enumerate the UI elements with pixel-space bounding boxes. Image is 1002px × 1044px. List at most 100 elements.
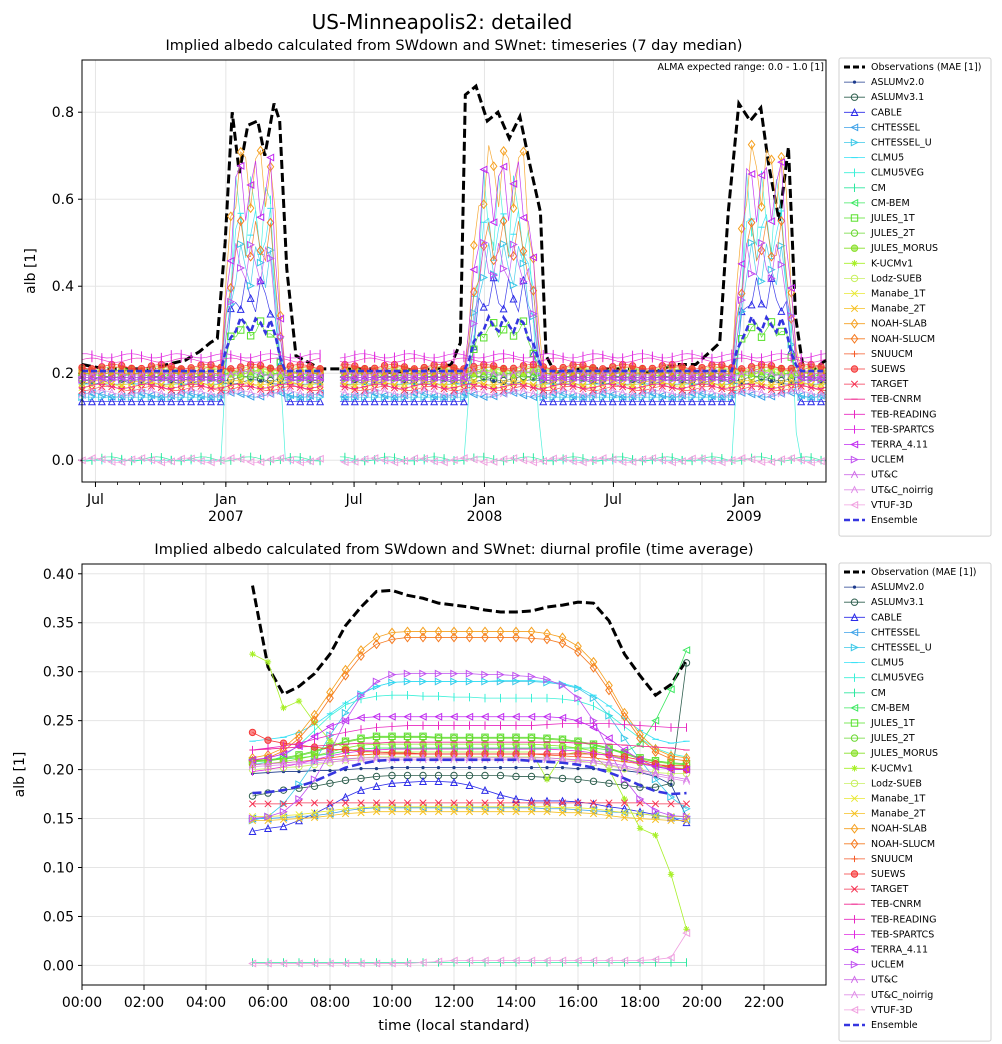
dp-point-uclem (512, 671, 521, 680)
ts-point-ut-c (490, 369, 498, 378)
dp-point-noah-slab (465, 626, 474, 637)
ts-point-terra-4-11 (137, 373, 146, 382)
ts-point-terra-4-11 (380, 373, 389, 382)
dp-point-aslumv2-0 (545, 766, 549, 770)
dp-point-uclem (403, 669, 412, 678)
ts-point-uclem (688, 375, 697, 384)
ts-point-chtessel-u (98, 393, 107, 402)
ts-legend-marker-uclem (850, 455, 859, 464)
ts-point-noah-slab (390, 366, 399, 377)
ts-point-ut-c-noirrig (400, 390, 409, 399)
ts-point-chtessel-u (777, 241, 786, 250)
ts-point-aslumv2-0 (769, 379, 774, 383)
ts-point-ut-c-noirrig (618, 388, 627, 397)
dp-point-aslumv3-1 (605, 779, 613, 788)
ts-point-suews (589, 364, 597, 372)
ts-point-vtuf-3d (97, 455, 106, 464)
dp-point-ut-c (527, 753, 536, 762)
ts-point-terra-4-11 (117, 373, 126, 382)
dp-point-ut-c-noirrig (620, 763, 629, 772)
dp-point-uclem (372, 677, 381, 686)
ts-point-ut-c-noirrig (420, 386, 428, 395)
ts-legend-label-aslumv3-1: ASLUMv3.1 (871, 92, 924, 103)
ts-point-vtuf-3d (246, 457, 255, 466)
dp-ytick-label: 0.15 (43, 812, 74, 828)
ts-point-uclem (678, 375, 687, 384)
ts-point-ut-c-noirrig (147, 386, 156, 395)
ts-point-vtuf-3d (667, 458, 676, 467)
dp-point-cable (511, 794, 521, 803)
ts-legend-label-ensemble: Ensemble (871, 515, 918, 526)
ts-point-jules-1t (480, 334, 488, 342)
dp-point-vtuf-3d (449, 956, 458, 965)
ts-point-vtuf-3d (286, 456, 295, 465)
dp-point-ut-c-noirrig (248, 762, 257, 771)
ts-point-vtuf-3d (707, 457, 716, 466)
ts-point-ut-c-noirrig (747, 386, 756, 395)
dp-point-manabe-2t (310, 814, 319, 822)
dp-point-terra-4-11 (604, 734, 613, 743)
ts-point-uclem (609, 375, 618, 384)
ts-point-ut-c-noirrig (480, 388, 488, 397)
ts-point-ut-c (227, 370, 235, 379)
ts-point-uclem (728, 375, 737, 384)
ts-point-ut-c-noirrig (237, 386, 245, 395)
ts-point-k-ucmv1 (530, 368, 537, 375)
ts-point-terra-4-11 (256, 213, 265, 222)
ts-point-vtuf-3d (479, 458, 488, 467)
ts-point-terra-4-11 (429, 373, 438, 382)
ts-point-chtessel (757, 392, 766, 401)
dp-ytick-label: 0.05 (43, 909, 74, 925)
dp-point-ut-c-noirrig (574, 757, 582, 766)
ts-point-target (569, 382, 577, 390)
ts-point-target (708, 382, 716, 390)
ts-point-noah-slucm (276, 331, 285, 342)
ts-point-target (257, 385, 265, 393)
dp-point-target (264, 800, 272, 808)
ts-point-cable (370, 397, 379, 406)
ts-point-chtessel-u (708, 393, 717, 402)
dp-point-terra-4-11 (542, 712, 551, 721)
dp-point-vtuf-3d (651, 955, 660, 964)
ts-point-ut-c (509, 369, 518, 377)
ts-point-chtessel-u (807, 393, 816, 402)
dp-point-noah-slab (326, 687, 334, 698)
ts-point-uclem (108, 375, 117, 384)
ts-point-chtessel-u (499, 239, 508, 248)
dp-point-chtessel (635, 809, 644, 818)
ts-point-ut-c (157, 367, 166, 376)
ts-point-cable (87, 397, 96, 406)
ts-series-uclem (78, 238, 826, 384)
dp-point-uclem (527, 672, 536, 681)
ts-point-noah-slab (226, 211, 235, 222)
ts-point-chtessel-u (157, 393, 166, 402)
ts-point-cable (197, 397, 206, 406)
dp-point-k-ucmv1 (543, 776, 551, 783)
dp-point-aslumv2-0 (405, 766, 410, 770)
ts-point-chtessel (747, 390, 756, 399)
ts-point-ut-c-noirrig (678, 390, 686, 399)
ts-point-cable (340, 397, 349, 406)
ts-legend-marker-noah-slucm (850, 333, 859, 344)
ts-point-k-ucmv1 (148, 370, 155, 378)
ts-point-ut-c-noirrig (628, 390, 637, 399)
ts-point-terra-4-11 (529, 253, 538, 262)
ts-xtick-label: Jul (604, 492, 622, 508)
ts-point-ut-c-noirrig (108, 388, 116, 396)
dp-point-aslumv3-1 (388, 771, 396, 780)
dp-point-cm-bem (666, 685, 675, 694)
ts-legend-frame (838, 57, 992, 537)
dp-point-vtuf-3d (294, 959, 303, 968)
ts-point-suews (400, 363, 409, 371)
dp-line-cable (252, 780, 687, 832)
dp-point-target (574, 799, 582, 807)
ts-point-k-ucmv1 (277, 372, 284, 379)
ts-point-ut-c-noirrig (599, 387, 607, 396)
dp-point-ut-c-noirrig (295, 759, 303, 768)
ts-point-terra-4-11 (519, 213, 528, 222)
ts-point-vtuf-3d (628, 457, 637, 466)
dp-point-aslumv3-1 (527, 772, 536, 781)
ts-point-terra-4-11 (276, 314, 285, 323)
ts-point-terra-4-11 (717, 373, 726, 382)
dp-point-noah-slab (527, 626, 536, 637)
